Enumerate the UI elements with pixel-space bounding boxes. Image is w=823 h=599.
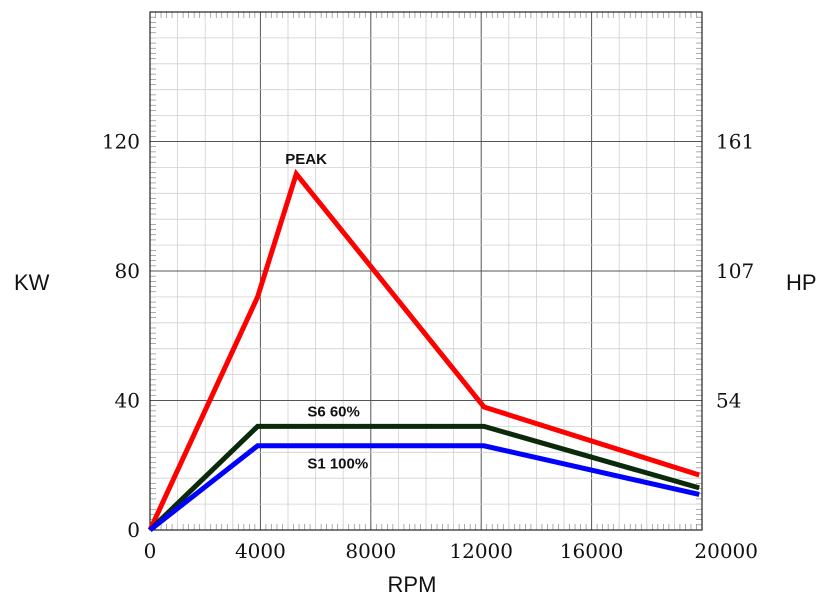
x-tick-label: 0 — [144, 539, 157, 563]
x-tick-labels: 0 4000 8000 12000 16000 20000 — [144, 539, 758, 563]
x-tick-label: 8000 — [345, 539, 396, 563]
y-axis-title: KW — [14, 270, 50, 295]
y-tick-label: 0 — [127, 518, 140, 542]
series-lines — [147, 168, 700, 532]
y-tick-label: 120 — [102, 130, 140, 154]
x-tick-label: 12000 — [449, 539, 513, 563]
y-tick-labels: 0 40 80 120 — [102, 130, 140, 543]
series-line — [147, 168, 700, 532]
plot-frame — [149, 11, 703, 531]
y2-axis-title: HP — [786, 270, 817, 295]
series-label: S6 60% — [307, 404, 360, 421]
y2-tick-label: 161 — [716, 130, 754, 154]
y2-tick-label: 107 — [716, 259, 754, 283]
x-tick-label: 4000 — [235, 539, 286, 563]
y2-tick-labels: 54 107 161 — [716, 130, 754, 413]
y-tick-label: 40 — [115, 389, 140, 413]
y2-tick-label: 54 — [716, 389, 741, 413]
x-axis-title: RPM — [388, 572, 437, 597]
series-label: PEAK — [285, 151, 327, 168]
series-line — [148, 443, 700, 532]
series-labels: PEAK S6 60% S1 100% — [285, 151, 368, 472]
series-label: S1 100% — [307, 455, 368, 472]
x-tick-label: 16000 — [560, 539, 624, 563]
series-line — [148, 423, 700, 532]
y-tick-label: 80 — [115, 259, 140, 283]
x-tick-label: 20000 — [694, 539, 758, 563]
